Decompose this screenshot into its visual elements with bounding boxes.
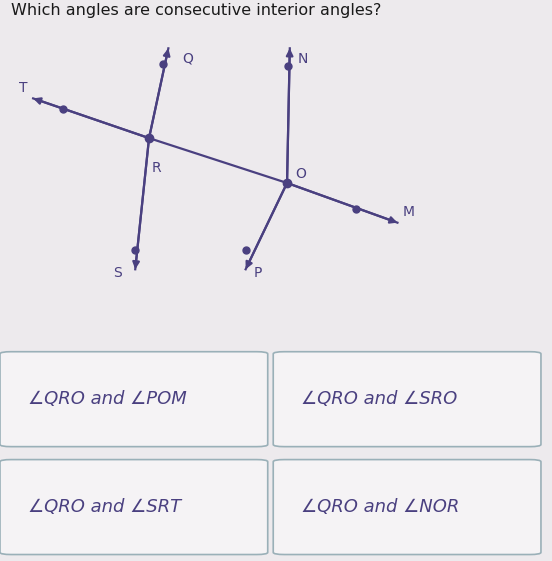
Text: T: T [19,81,28,95]
Text: O: O [295,167,306,181]
Text: R: R [152,160,161,174]
Text: Which angles are consecutive interior angles?: Which angles are consecutive interior an… [11,3,381,19]
FancyBboxPatch shape [0,352,268,447]
Text: P: P [254,266,262,280]
Text: M: M [403,205,415,219]
FancyBboxPatch shape [273,459,541,554]
FancyBboxPatch shape [0,459,268,554]
Text: S: S [113,266,121,280]
Text: ∠QRO and ∠NOR: ∠QRO and ∠NOR [301,498,459,516]
Text: ∠QRO and ∠SRO: ∠QRO and ∠SRO [301,390,457,408]
Text: N: N [298,52,309,66]
Text: Q: Q [182,52,193,66]
Text: ∠QRO and ∠SRT: ∠QRO and ∠SRT [28,498,181,516]
FancyBboxPatch shape [273,352,541,447]
Text: ∠QRO and ∠POM: ∠QRO and ∠POM [28,390,187,408]
